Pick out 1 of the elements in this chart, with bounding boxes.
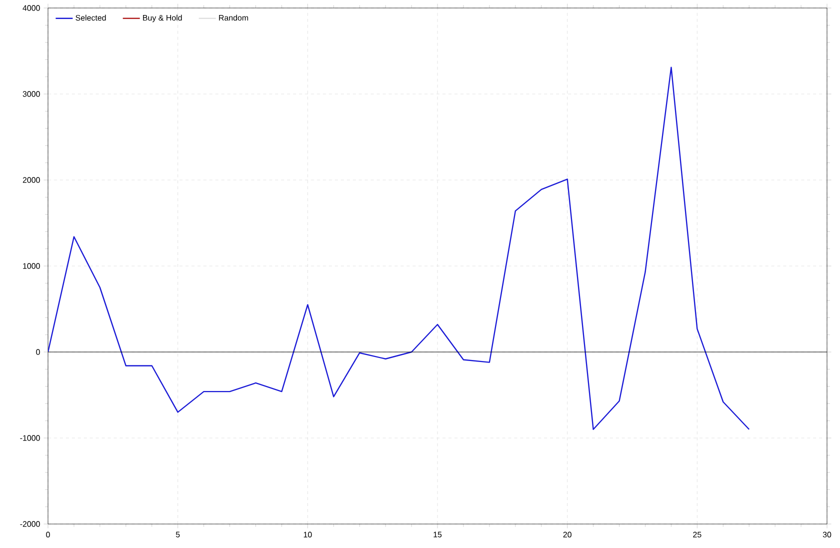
line-series: [48, 66, 750, 430]
